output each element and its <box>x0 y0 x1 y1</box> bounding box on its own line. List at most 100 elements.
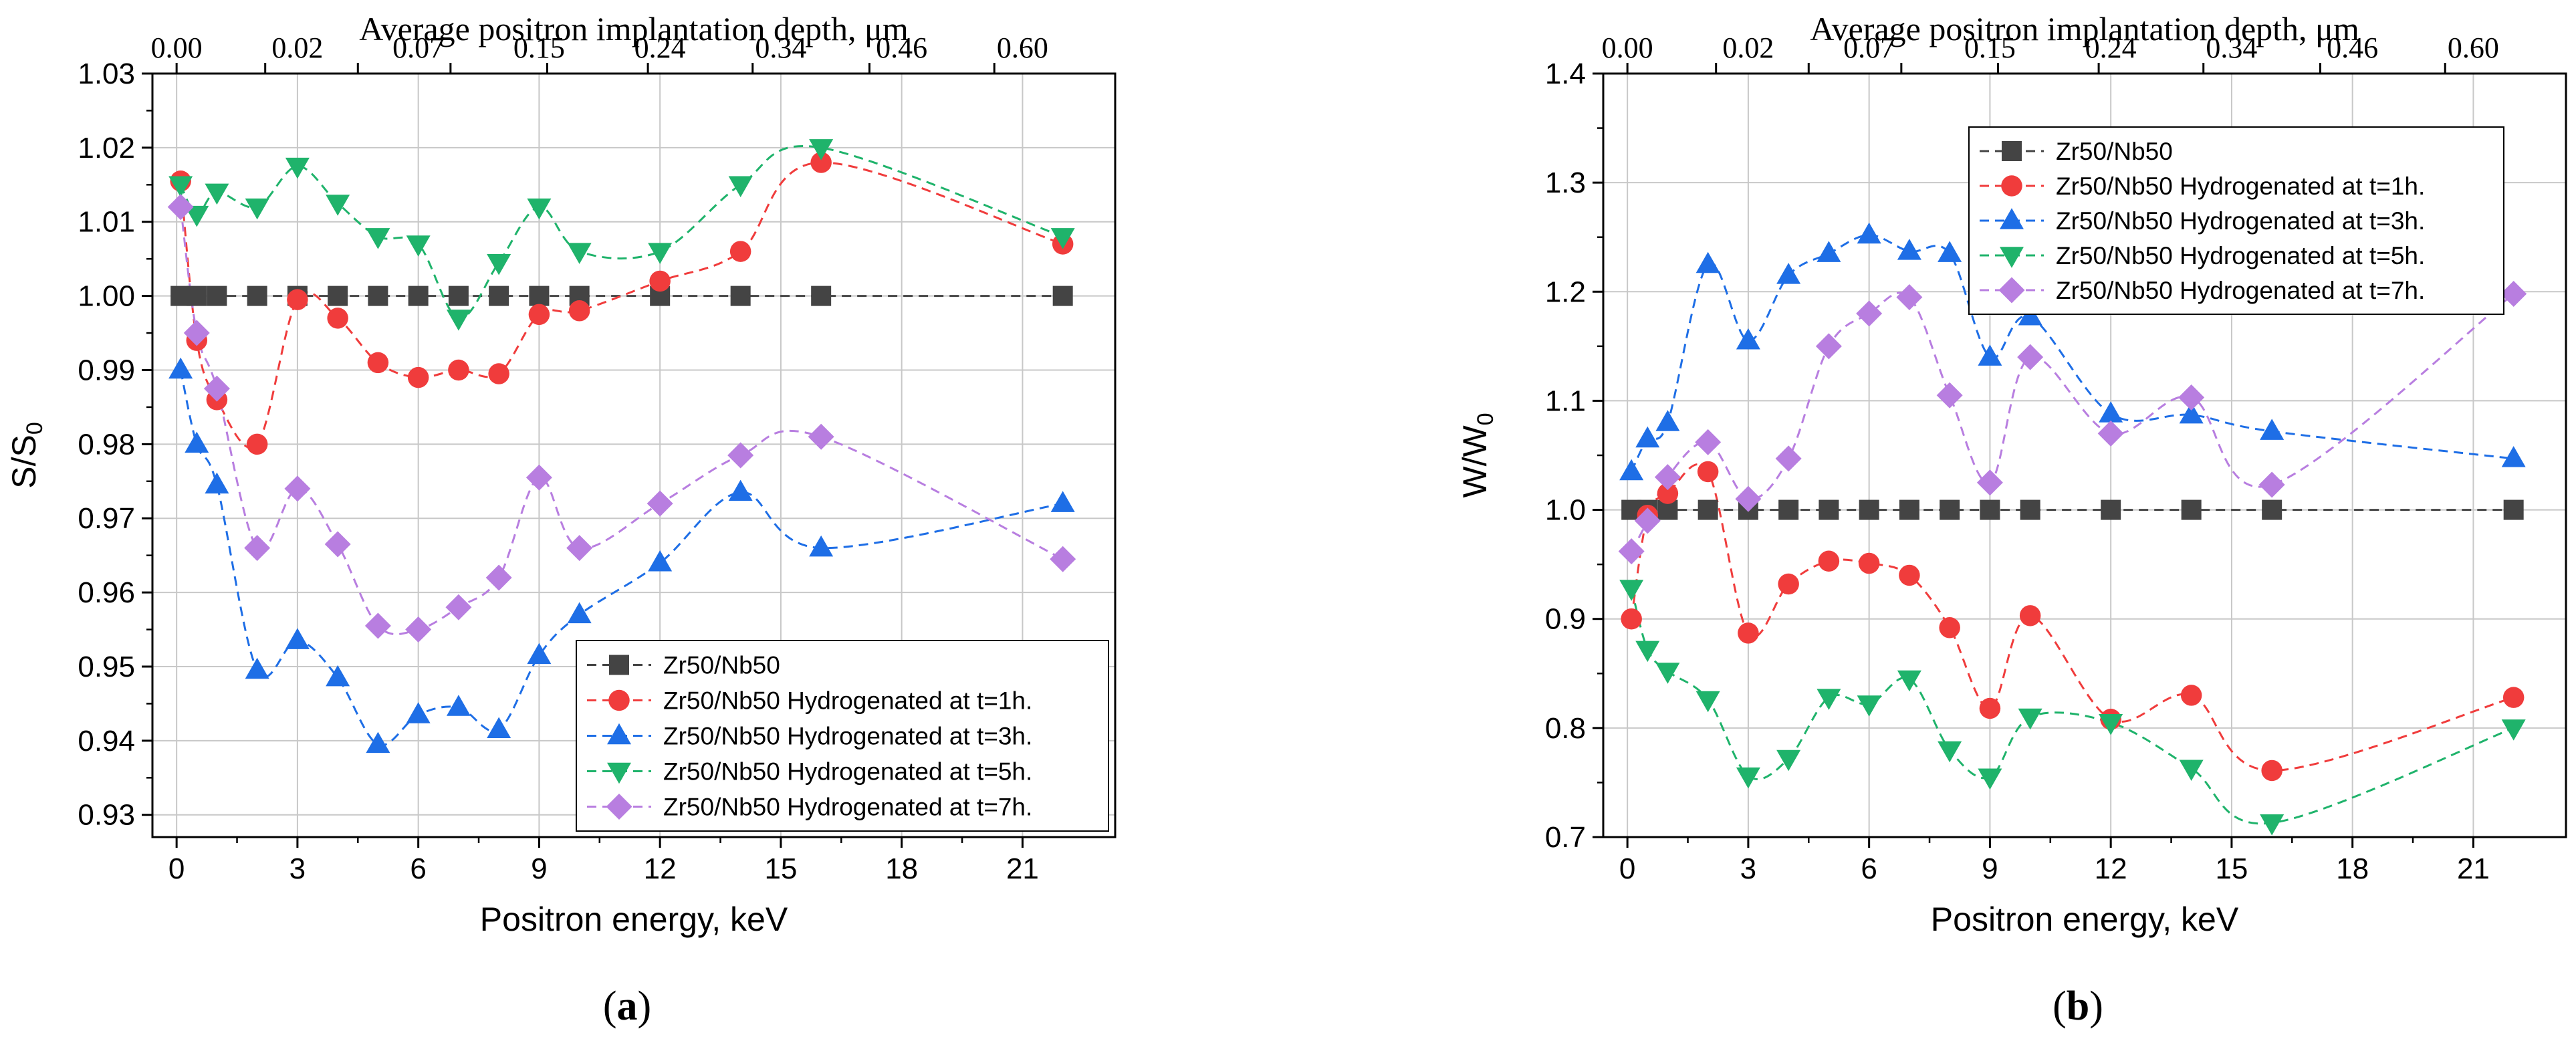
data-point-a-0-5 <box>328 285 348 306</box>
data-point-b-3-7 <box>1857 695 1881 717</box>
data-point-b-4-0 <box>1618 538 1645 565</box>
data-point-b-2-8 <box>1897 239 1921 260</box>
data-point-a-3-3 <box>245 198 269 220</box>
legend-marker-b-2 <box>2000 208 2024 229</box>
y-tick-label-a-7: 1.00 <box>78 280 135 313</box>
data-point-a-0-13 <box>730 285 751 306</box>
top-tick-label-b-5: 0.34 <box>2206 31 2257 64</box>
data-point-b-2-1 <box>1635 426 1660 448</box>
data-point-b-0-12 <box>2101 499 2121 520</box>
x-tick-label-b-5: 15 <box>2215 852 2248 885</box>
legend-marker-a-4 <box>606 794 632 820</box>
data-point-a-2-12 <box>648 550 673 572</box>
data-point-b-1-10 <box>1979 697 2001 719</box>
data-point-b-4-10 <box>1976 469 2003 496</box>
data-point-b-2-0 <box>1619 459 1644 481</box>
top-tick-label-b-6: 0.46 <box>2327 31 2378 64</box>
panel-caption-paren-close-a: ) <box>638 983 652 1029</box>
data-point-b-3-3 <box>1695 691 1720 713</box>
legend-label-a-3: Zr50/Nb50 Hydrogenated at t=5h. <box>663 758 1032 786</box>
top-axis-label-b: Average positron implantation depth, μm <box>1810 10 2359 47</box>
data-point-a-3-15 <box>1050 228 1075 249</box>
x-tick-label-a-3: 9 <box>531 852 547 885</box>
x-tick-label-b-2: 6 <box>1861 852 1877 885</box>
x-tick-label-a-6: 18 <box>885 852 918 885</box>
legend-label-b-1: Zr50/Nb50 Hydrogenated at t=1h. <box>2056 172 2425 200</box>
y-axis-label-b: W/W0 <box>1456 413 1498 497</box>
data-point-b-3-10 <box>1978 768 2002 790</box>
legend-marker-b-1 <box>2001 175 2022 197</box>
data-point-b-1-13 <box>2180 685 2202 706</box>
legend-label-a-1: Zr50/Nb50 Hydrogenated at t=1h. <box>663 687 1032 715</box>
top-tick-label-a-5: 0.34 <box>755 31 806 64</box>
y-tick-label-a-4: 0.97 <box>78 502 135 535</box>
y-axis-label-main-b: W/W <box>1456 425 1494 498</box>
data-point-a-2-15 <box>1050 491 1075 512</box>
legend-marker-b-4 <box>1998 277 2025 304</box>
y-tick-label-a-6: 0.99 <box>78 354 135 386</box>
data-point-a-4-15 <box>1050 546 1076 572</box>
x-axis-label-b: Positron energy, keV <box>1931 901 2239 938</box>
data-point-a-1-14 <box>810 152 832 173</box>
data-point-b-0-8 <box>1899 499 1919 520</box>
data-point-a-4-9 <box>485 564 512 591</box>
legend-marker-a-1 <box>608 689 630 711</box>
data-point-a-2-10 <box>527 643 552 665</box>
top-tick-label-a-1: 0.02 <box>271 31 323 64</box>
series-line-b-2 <box>1630 233 2514 473</box>
data-point-b-1-15 <box>2502 687 2525 708</box>
data-point-a-1-12 <box>649 270 671 292</box>
data-point-b-4-11 <box>2017 344 2044 370</box>
data-point-b-2-15 <box>2501 446 2526 467</box>
data-point-b-2-10 <box>1978 344 2002 366</box>
data-point-b-2-7 <box>1857 222 1881 244</box>
data-point-b-1-8 <box>1899 564 1920 586</box>
x-tick-label-b-6: 18 <box>2336 852 2369 885</box>
y-tick-label-b-6: 1.3 <box>1545 166 1586 199</box>
legend-label-a-0: Zr50/Nb50 <box>663 652 780 679</box>
data-point-a-1-6 <box>367 352 389 374</box>
plot-frame-a <box>151 72 1117 838</box>
data-point-a-2-8 <box>446 695 471 716</box>
data-point-a-3-4 <box>285 157 310 179</box>
legend-label-a-4: Zr50/Nb50 Hydrogenated at t=7h. <box>663 794 1032 821</box>
data-point-a-2-4 <box>285 628 310 649</box>
data-point-b-0-10 <box>1980 499 2000 520</box>
left-axis-b: 0.7 0.8 0.9 1.0 1.1 1.2 1.3 1.4 <box>1545 57 1603 854</box>
top-tick-label-a-7: 0.60 <box>997 31 1048 64</box>
legend-marker-b-3 <box>2000 247 2024 268</box>
x-axis-label-a: Positron energy, keV <box>480 901 788 938</box>
y-tick-label-b-3: 1.0 <box>1545 494 1586 527</box>
data-point-b-2-2 <box>1655 410 1680 431</box>
top-axis-b: 0.00 0.02 0.07 0.15 0.24 0.34 0.46 0.60 <box>1602 31 2499 74</box>
bottom-axis-b: 0 3 6 9 12 15 18 21 <box>1619 837 2490 885</box>
data-point-a-3-7 <box>406 235 431 257</box>
data-point-a-3-13 <box>728 176 753 198</box>
data-point-b-2-4 <box>1736 328 1760 350</box>
data-point-b-1-2 <box>1657 483 1679 504</box>
data-point-a-3-1 <box>185 205 209 227</box>
data-point-b-3-11 <box>2018 708 2042 730</box>
data-point-a-4-13 <box>727 442 754 469</box>
y-tick-label-a-1: 0.94 <box>78 725 135 758</box>
data-point-a-2-2 <box>205 472 229 494</box>
data-point-b-3-4 <box>1736 767 1760 789</box>
data-point-b-2-3 <box>1695 251 1720 273</box>
x-tick-label-a-0: 0 <box>168 852 185 885</box>
panel-caption-letter-b: b <box>2067 983 2089 1029</box>
data-point-a-1-3 <box>246 433 268 455</box>
data-point-b-0-9 <box>1940 499 1960 520</box>
data-point-a-3-6 <box>366 228 390 249</box>
data-point-b-4-7 <box>1856 300 1883 327</box>
x-tick-label-a-5: 15 <box>764 852 797 885</box>
top-tick-label-b-1: 0.02 <box>1722 31 1774 64</box>
data-point-b-4-3 <box>1695 429 1722 455</box>
data-point-b-4-9 <box>1936 382 1963 409</box>
top-tick-label-b-2: 0.07 <box>1843 31 1895 64</box>
data-point-a-2-11 <box>567 602 592 624</box>
data-point-a-0-8 <box>448 285 469 306</box>
data-point-b-0-3 <box>1697 499 1718 520</box>
top-axis-label-a: Average positron implantation depth, μm <box>359 10 909 47</box>
data-point-a-0-9 <box>489 285 509 306</box>
